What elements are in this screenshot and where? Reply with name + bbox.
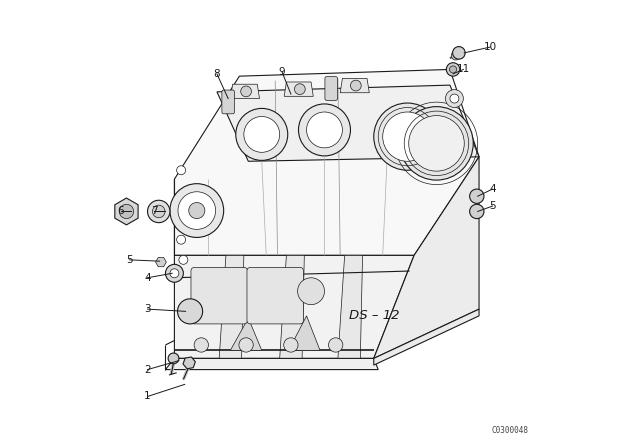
Text: DS – 12: DS – 12 bbox=[349, 309, 399, 323]
Polygon shape bbox=[340, 78, 369, 93]
Text: 11: 11 bbox=[457, 65, 470, 74]
Circle shape bbox=[452, 47, 465, 59]
Polygon shape bbox=[280, 255, 305, 358]
Circle shape bbox=[470, 189, 484, 203]
Text: 3: 3 bbox=[144, 304, 151, 314]
Circle shape bbox=[383, 112, 432, 161]
Circle shape bbox=[470, 204, 484, 219]
Circle shape bbox=[328, 338, 343, 352]
Text: 1: 1 bbox=[144, 392, 151, 401]
Circle shape bbox=[239, 338, 253, 352]
Circle shape bbox=[236, 108, 288, 160]
Circle shape bbox=[165, 264, 183, 282]
Circle shape bbox=[170, 184, 223, 237]
FancyBboxPatch shape bbox=[247, 267, 303, 324]
Polygon shape bbox=[338, 255, 362, 358]
Circle shape bbox=[194, 338, 209, 352]
Text: 5: 5 bbox=[489, 201, 496, 211]
Text: 2: 2 bbox=[144, 365, 151, 375]
Circle shape bbox=[351, 80, 361, 91]
Circle shape bbox=[178, 192, 216, 229]
Polygon shape bbox=[174, 69, 479, 255]
Circle shape bbox=[177, 166, 186, 175]
Polygon shape bbox=[219, 255, 244, 358]
Circle shape bbox=[284, 338, 298, 352]
Circle shape bbox=[170, 269, 179, 278]
Polygon shape bbox=[230, 84, 260, 99]
Circle shape bbox=[400, 107, 473, 180]
Circle shape bbox=[446, 63, 460, 76]
Circle shape bbox=[374, 103, 441, 170]
Circle shape bbox=[244, 116, 280, 152]
Polygon shape bbox=[165, 358, 378, 370]
Text: 6: 6 bbox=[117, 206, 124, 215]
Text: 10: 10 bbox=[484, 42, 497, 52]
FancyBboxPatch shape bbox=[191, 267, 248, 324]
Polygon shape bbox=[217, 85, 479, 161]
Circle shape bbox=[445, 90, 463, 108]
Polygon shape bbox=[115, 198, 138, 225]
Text: 8: 8 bbox=[214, 69, 220, 79]
Circle shape bbox=[177, 299, 203, 324]
Circle shape bbox=[241, 86, 252, 97]
Circle shape bbox=[152, 205, 165, 218]
Text: 7: 7 bbox=[151, 206, 157, 215]
Polygon shape bbox=[183, 357, 195, 369]
Text: 4: 4 bbox=[489, 184, 496, 194]
Circle shape bbox=[177, 235, 186, 244]
Circle shape bbox=[449, 66, 457, 73]
Circle shape bbox=[307, 112, 342, 148]
Circle shape bbox=[294, 84, 305, 95]
Circle shape bbox=[409, 116, 464, 171]
Circle shape bbox=[179, 255, 188, 264]
Text: 5: 5 bbox=[126, 255, 133, 265]
Polygon shape bbox=[156, 258, 166, 267]
Polygon shape bbox=[284, 82, 314, 96]
Circle shape bbox=[119, 204, 134, 219]
Text: C0300048: C0300048 bbox=[492, 426, 528, 435]
Polygon shape bbox=[374, 309, 479, 365]
Text: 9: 9 bbox=[278, 67, 285, 77]
FancyBboxPatch shape bbox=[222, 90, 234, 114]
FancyBboxPatch shape bbox=[325, 77, 337, 100]
Polygon shape bbox=[230, 318, 262, 350]
Polygon shape bbox=[289, 316, 320, 350]
Circle shape bbox=[298, 104, 351, 156]
Text: 4: 4 bbox=[144, 273, 151, 283]
Circle shape bbox=[451, 51, 460, 60]
Circle shape bbox=[168, 353, 179, 364]
Circle shape bbox=[147, 200, 170, 223]
Polygon shape bbox=[374, 157, 479, 358]
Circle shape bbox=[189, 202, 205, 219]
Circle shape bbox=[450, 94, 459, 103]
Circle shape bbox=[298, 278, 324, 305]
Polygon shape bbox=[174, 255, 414, 358]
